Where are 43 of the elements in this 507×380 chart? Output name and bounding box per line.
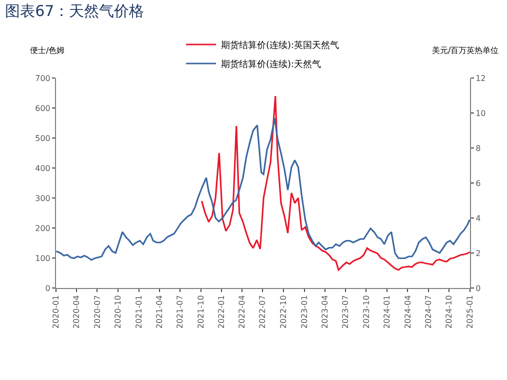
x-tick-label: 2020-10 [114, 295, 123, 329]
y-axis-title: 便士/色姆 [30, 46, 65, 55]
x-tick-label: 2022-07 [258, 295, 268, 329]
y-tick-label: 700 [35, 74, 50, 83]
x-tick-label: 2021-07 [176, 295, 185, 329]
x-tick-label: 2021-10 [196, 295, 206, 329]
line-series [200, 95, 470, 271]
x-tick-label: 2025-01 [466, 295, 475, 329]
y2-tick-label: 12 [476, 74, 486, 83]
x-tick-label: 2020-07 [92, 295, 102, 329]
y2-tick-label: 2 [476, 248, 481, 258]
y2-tick-label: 10 [476, 108, 486, 118]
x-tick-label: 2021-04 [154, 295, 164, 329]
y-tick-label: 500 [35, 134, 50, 143]
x-tick-label: 2022-10 [279, 295, 288, 329]
x-tick-label: 2022-04 [238, 295, 247, 329]
x-tick-label: 2024-10 [444, 295, 454, 329]
y-tick-label: 100 [35, 254, 50, 263]
y-tick-label: 300 [35, 194, 50, 203]
x-tick-label: 2024-01 [382, 295, 392, 329]
x-tick-label: 2020-01 [52, 295, 61, 329]
y-tick-label: 400 [35, 164, 50, 173]
chart-title: 图表67：天然气价格 [5, 2, 144, 20]
y2-tick-label: 8 [476, 144, 481, 153]
x-tick-label: 2020-04 [72, 295, 82, 329]
x-tick-label: 2024-04 [403, 295, 412, 329]
y-tick-label: 0 [45, 284, 50, 293]
x-tick-label: 2024-07 [424, 295, 433, 329]
line-series [56, 117, 470, 261]
x-tick-label: 2021-01 [134, 295, 144, 329]
y-tick-label: 600 [35, 104, 50, 113]
y-tick-label: 200 [35, 224, 50, 233]
y2-tick-label: 4 [476, 214, 481, 223]
x-tick-label: 2023-10 [362, 295, 371, 329]
x-tick-label: 2023-01 [300, 295, 309, 329]
y2-tick-label: 6 [476, 178, 481, 188]
y2-tick-label: 0 [476, 284, 481, 293]
y2-axis-title: 美元/百万英热单位 [432, 46, 499, 55]
x-tick-label: 2022-01 [217, 295, 226, 329]
legend-label: 期货结算价(连续):英国天然气 [221, 40, 340, 52]
x-tick-label: 2023-07 [340, 295, 350, 329]
x-tick-label: 2023-04 [320, 295, 330, 329]
legend-label: 期货结算价(连续):天然气 [221, 59, 322, 70]
